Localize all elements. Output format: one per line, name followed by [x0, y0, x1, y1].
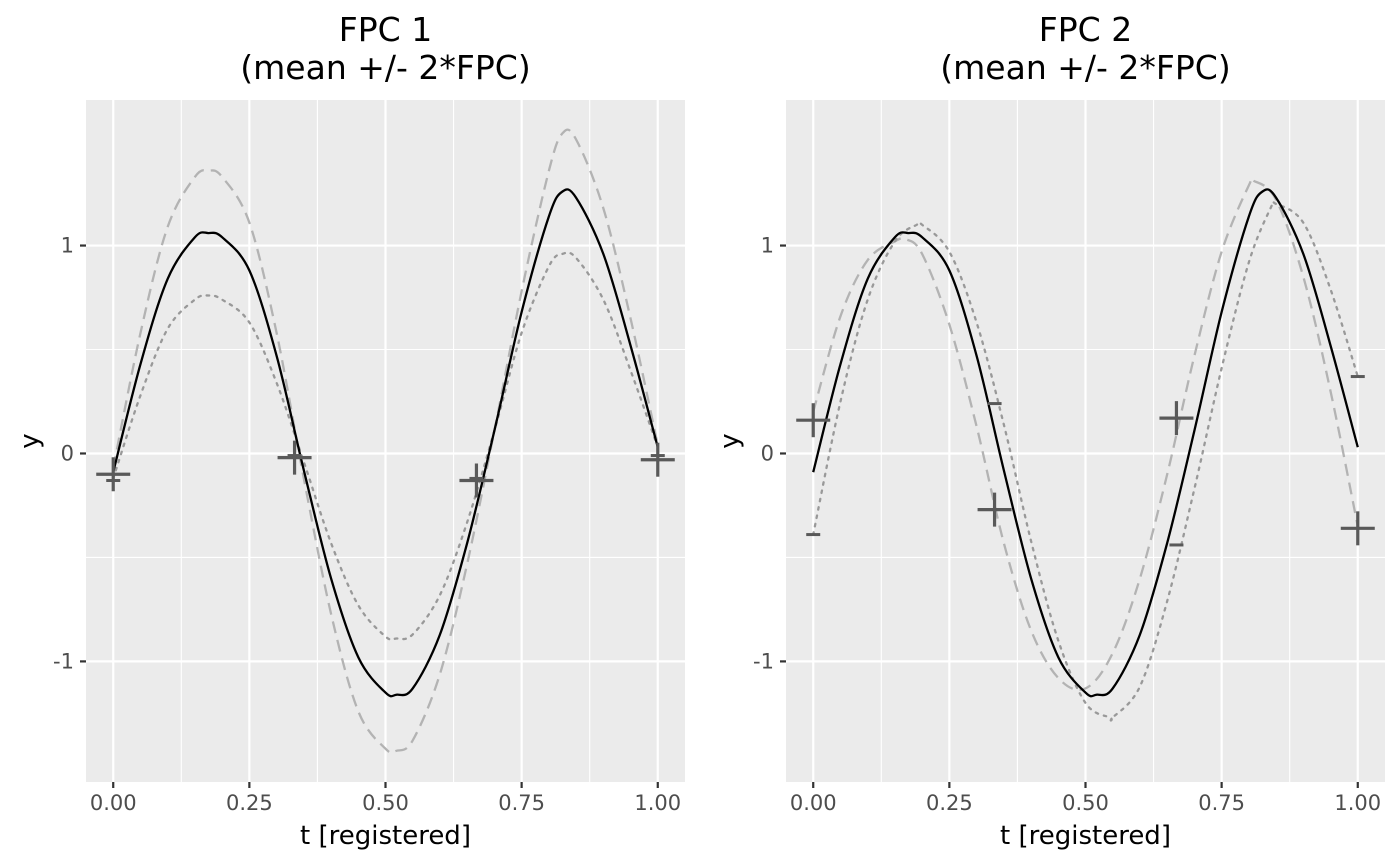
x-tick-label: 0.00: [90, 791, 137, 815]
series-line-dashed: [112, 128, 659, 754]
x-tick-label: 1.00: [634, 791, 681, 815]
y-tick-label: -1: [53, 649, 74, 673]
x-tick-label: 0.50: [1062, 791, 1109, 815]
panel-fpc-1: FPC 1 (mean +/- 2*FPC) 0.00 0.25 0.50 0.75 1…: [15, 10, 685, 851]
panel-title-line1: FPC 2: [1039, 10, 1132, 49]
marker-layer: [796, 375, 1375, 547]
panel-title-line2: (mean +/- 2*FPC): [940, 48, 1230, 87]
plus-marker: [1340, 511, 1375, 546]
series-layer: [812, 176, 1359, 722]
panel-title-line2: (mean +/- 2*FPC): [240, 48, 530, 87]
x-axis-ticks: 0.00 0.25 0.50 0.75 1.00: [90, 782, 681, 815]
series-line-dotted: [812, 200, 1359, 722]
plus-marker: [459, 463, 494, 498]
x-tick-label: 0.50: [362, 791, 409, 815]
x-axis-ticks: 0.00 0.25 0.50 0.75 1.00: [790, 782, 1381, 815]
marker-layer: [96, 440, 675, 498]
y-tick-label: -1: [753, 649, 774, 673]
series-layer: [112, 128, 659, 754]
y-axis-title: y: [15, 433, 45, 448]
series-line-solid: [112, 188, 659, 698]
panel-fpc-2: FPC 2 (mean +/- 2*FPC) 0.00 0.25 0.50 0.75 1…: [715, 10, 1385, 851]
y-axis-ticks: -1 0 1: [53, 234, 86, 673]
x-tick-label: 0.00: [790, 791, 837, 815]
y-tick-label: 1: [761, 234, 774, 258]
x-tick-label: 0.75: [1198, 791, 1245, 815]
x-axis-title: t [registered]: [300, 821, 471, 851]
x-tick-label: 1.00: [1334, 791, 1381, 815]
grid-lines: [86, 100, 685, 782]
y-axis-title: y: [715, 433, 745, 448]
x-tick-label: 0.75: [498, 791, 545, 815]
x-tick-label: 0.25: [226, 791, 273, 815]
plus-marker: [977, 492, 1012, 527]
plus-marker: [1159, 401, 1194, 436]
series-line-dotted: [112, 251, 659, 641]
y-axis-ticks: -1 0 1: [753, 234, 786, 673]
plus-marker: [96, 457, 131, 492]
x-tick-label: 0.25: [926, 791, 973, 815]
plus-marker: [640, 442, 675, 477]
y-tick-label: 1: [61, 234, 74, 258]
panel-title-line1: FPC 1: [339, 10, 432, 49]
y-tick-label: 0: [761, 441, 774, 465]
grid-lines: [786, 100, 1385, 782]
plus-marker: [277, 440, 312, 475]
plus-marker: [796, 403, 831, 438]
series-line-solid: [812, 188, 1359, 698]
y-tick-label: 0: [61, 441, 74, 465]
x-axis-title: t [registered]: [1000, 821, 1171, 851]
